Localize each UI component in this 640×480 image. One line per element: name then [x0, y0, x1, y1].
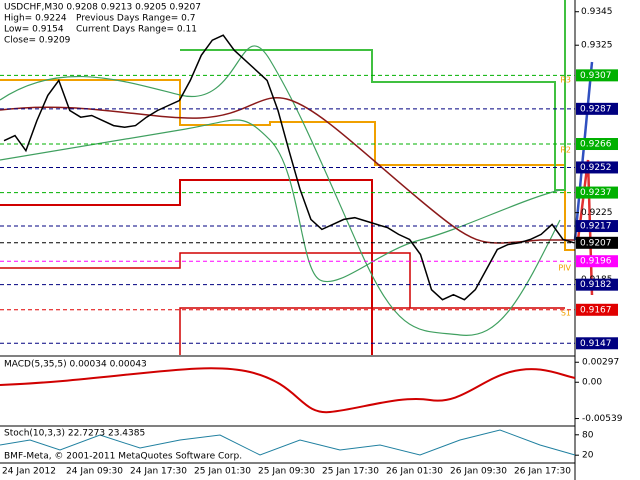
level-value: 0.9182 — [580, 280, 612, 290]
high: High= 0.9224 — [4, 14, 67, 24]
level-box — [576, 186, 618, 199]
pivot-steps — [0, 0, 575, 355]
time-label: 25 Jan 17:30 — [322, 467, 379, 477]
time-label: 24 Jan 2012 — [2, 467, 56, 477]
level-value: 0.9237 — [580, 188, 612, 198]
price-label: 0.9225 — [581, 208, 613, 218]
stoch-tick-label: 80 — [582, 430, 594, 440]
level-box — [576, 69, 618, 82]
stoch-title: Stoch(10,3,3) 22.7273 23.4385 — [4, 429, 145, 439]
moving-average — [0, 97, 575, 244]
macd-tick-label: -0.00539 — [582, 414, 623, 424]
time-label: 26 Jan 01:30 — [386, 467, 443, 477]
level-value: 0.9207 — [580, 238, 612, 248]
level-box — [576, 220, 618, 233]
level-box — [576, 161, 618, 174]
price-line — [3, 34, 575, 301]
level-tag: S1 — [561, 309, 571, 318]
level-box — [576, 102, 618, 115]
low: Low= 0.9154 — [4, 25, 64, 35]
time-label: 24 Jan 09:30 — [66, 467, 123, 477]
level-box — [576, 236, 618, 249]
close: Close= 0.9209 — [4, 36, 71, 46]
level-value: 0.9266 — [580, 140, 612, 150]
bollinger-bands — [0, 45, 561, 336]
level-value: 0.9307 — [580, 71, 612, 81]
level-box — [576, 255, 618, 268]
price-label: 0.9325 — [581, 41, 613, 51]
level-box — [576, 337, 618, 350]
level-tag: PIV — [558, 264, 571, 273]
macd-title: MACD(5,35,5) 0.00034 0.00043 — [4, 360, 147, 370]
level-value: 0.9217 — [580, 222, 612, 232]
time-label: 26 Jan 09:30 — [450, 467, 507, 477]
time-label: 25 Jan 01:30 — [194, 467, 251, 477]
level-box — [576, 278, 618, 291]
macd-tick-label: 0.00297 — [582, 358, 619, 368]
level-value: 0.9287 — [580, 104, 612, 114]
level-value: 0.9147 — [580, 339, 612, 349]
symbol-line: USDCHF,M30 0.9208 0.9213 0.9205 0.9207 — [4, 3, 201, 13]
level-tag: R2 — [560, 146, 571, 155]
time-label: 26 Jan 17:30 — [514, 467, 571, 477]
forecast-arrows — [573, 61, 594, 296]
level-box — [576, 138, 618, 151]
level-value: 0.9167 — [580, 305, 612, 315]
current-range: Current Days Range= 0.11 — [76, 25, 197, 35]
time-label: 25 Jan 09:30 — [258, 467, 315, 477]
price-label: 0.9345 — [581, 7, 613, 17]
level-box — [576, 303, 618, 316]
level-tag: R3 — [560, 76, 571, 85]
stoch-line — [0, 429, 576, 456]
macd-tick-label: 0.00 — [582, 378, 602, 388]
level-value: 0.9196 — [580, 257, 612, 267]
stoch-tick-label: 20 — [582, 451, 594, 461]
previous-range: Previous Days Range= 0.7 — [76, 14, 195, 24]
time-label: 24 Jan 17:30 — [130, 467, 187, 477]
macd-signal — [0, 367, 576, 414]
copyright: BMF-Meta, © 2001-2011 MetaQuotes Softwar… — [4, 452, 242, 462]
level-value: 0.9252 — [580, 163, 612, 173]
